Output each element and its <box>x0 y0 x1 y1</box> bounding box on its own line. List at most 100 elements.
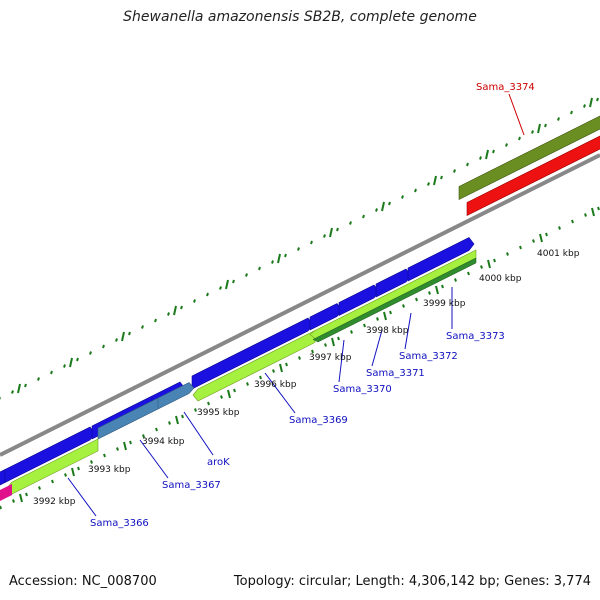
major-ticks-layer <box>17 97 595 503</box>
accession-text: Accession: NC_008700 <box>9 574 157 589</box>
leader-line <box>338 339 345 383</box>
gene-label-sama_3369: Sama_3369 <box>289 415 348 426</box>
major-tick-lower <box>175 415 179 425</box>
minor-tick-upper <box>427 182 430 186</box>
minor-tick-upper <box>375 208 378 212</box>
minor-tick-lower <box>415 297 418 302</box>
minor-tick-lower <box>311 349 314 354</box>
minor-tick-lower <box>324 343 327 347</box>
minor-tick-upper <box>63 364 66 368</box>
minor-tick-lower <box>194 408 197 412</box>
minor-tick-upper <box>557 117 560 121</box>
leader-line <box>404 312 412 350</box>
minor-tick-upper <box>310 240 313 245</box>
major-tick-upper <box>17 383 21 394</box>
tick-label-kbp: 3994 kbp <box>142 437 185 447</box>
minor-tick-lower <box>519 245 522 250</box>
tick-label-kbp: 3998 kbp <box>366 326 409 336</box>
minor-tick-lower <box>298 356 301 360</box>
major-tick-upper <box>485 149 489 160</box>
minor-tick-lower <box>376 317 379 321</box>
gene-red <box>466 135 600 216</box>
major-tick-lower <box>71 467 75 477</box>
minor-tick-upper <box>466 162 469 167</box>
minor-tick-dots <box>0 97 600 510</box>
minor-tick-upper <box>570 110 573 115</box>
minor-tick-lower <box>25 492 28 497</box>
minor-tick-upper <box>336 227 339 232</box>
major-tick-upper <box>381 201 385 212</box>
minor-tick-upper <box>349 221 352 225</box>
leader-line <box>508 93 525 136</box>
tick-label-kbp: 3993 kbp <box>88 465 131 475</box>
gene-features-layer <box>0 115 600 501</box>
major-tick-lower <box>487 259 491 269</box>
leader-line <box>67 477 97 517</box>
gene-reverse <box>192 330 316 402</box>
minor-tick-lower <box>350 330 353 334</box>
tick-label-kbp: 3999 kbp <box>423 299 466 309</box>
major-tick-upper <box>225 279 229 290</box>
gene-label-sama_3373: Sama_3373 <box>446 331 505 342</box>
major-tick-lower <box>435 285 439 295</box>
gene-label-sama_3371: Sama_3371 <box>366 368 425 379</box>
major-tick-lower <box>591 207 595 217</box>
minor-tick-upper <box>596 97 599 102</box>
major-tick-lower <box>227 389 231 399</box>
minor-tick-lower <box>363 323 366 328</box>
minor-tick-lower <box>116 447 119 451</box>
minor-tick-upper <box>24 383 27 388</box>
genome-summary-text: Topology: circular; Length: 4,306,142 bp… <box>233 574 591 589</box>
minor-tick-upper <box>50 370 53 375</box>
minor-tick-lower <box>246 382 249 386</box>
minor-tick-upper <box>544 123 547 128</box>
minor-tick-lower <box>467 271 470 276</box>
minor-tick-lower <box>129 440 132 445</box>
gene-label-sama_3367: Sama_3367 <box>162 480 221 491</box>
tick-label-kbp: 3996 kbp <box>254 380 297 390</box>
minor-tick-upper <box>219 286 222 290</box>
major-tick-upper <box>433 175 437 186</box>
leader-line <box>183 411 214 456</box>
backbone-line <box>0 153 600 457</box>
minor-tick-upper <box>232 279 235 284</box>
major-tick-lower <box>123 441 127 451</box>
minor-tick-lower <box>220 395 223 399</box>
major-tick-lower <box>539 233 543 243</box>
gene-label-arok: aroK <box>207 457 230 468</box>
minor-tick-upper <box>180 305 183 310</box>
minor-tick-upper <box>154 318 157 323</box>
major-tick-upper <box>589 97 593 108</box>
minor-tick-lower <box>428 291 431 295</box>
minor-tick-lower <box>480 265 483 269</box>
gene-olive <box>458 115 600 200</box>
gene-magenta <box>0 484 12 501</box>
minor-tick-lower <box>12 499 15 503</box>
gene-forward <box>407 237 475 282</box>
tick-label-kbp: 3997 kbp <box>309 353 352 363</box>
minor-tick-upper <box>206 292 209 297</box>
minor-tick-lower <box>64 473 67 477</box>
major-tick-lower <box>331 337 335 347</box>
minor-tick-upper <box>115 338 118 342</box>
minor-tick-upper <box>323 234 326 238</box>
minor-tick-lower <box>168 421 171 425</box>
minor-tick-lower <box>571 219 574 224</box>
minor-tick-upper <box>11 390 14 394</box>
backbone-layer <box>0 153 600 457</box>
minor-tick-upper <box>128 331 131 336</box>
minor-tick-upper <box>245 273 248 277</box>
minor-tick-lower <box>207 401 210 406</box>
minor-tick-upper <box>583 104 586 108</box>
minor-tick-lower <box>142 434 145 438</box>
minor-tick-upper <box>258 266 261 271</box>
gene-label-sama_3370: Sama_3370 <box>333 384 392 395</box>
minor-tick-upper <box>518 136 521 141</box>
minor-tick-lower <box>532 239 535 243</box>
minor-tick-lower <box>584 213 587 217</box>
minor-tick-upper <box>479 156 482 160</box>
gene-label-sama_3366: Sama_3366 <box>90 518 149 529</box>
minor-tick-upper <box>505 143 508 147</box>
minor-tick-lower <box>90 460 93 464</box>
